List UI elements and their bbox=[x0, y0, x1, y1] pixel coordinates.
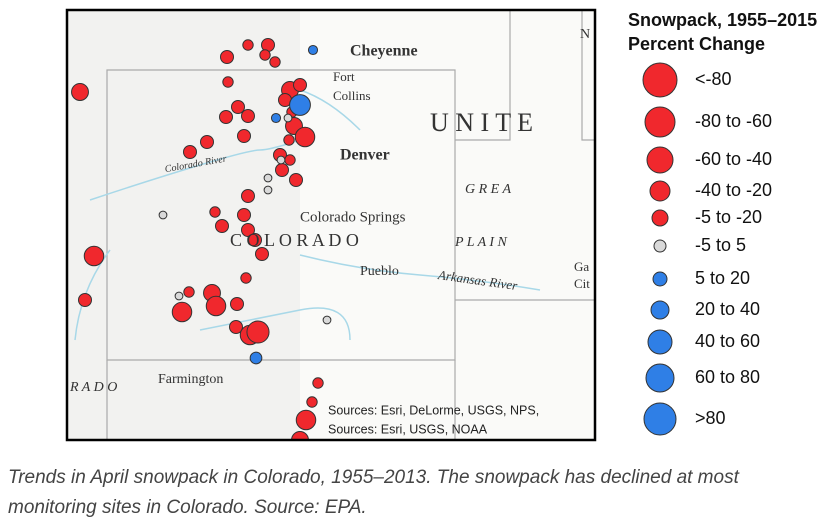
site-marker bbox=[241, 223, 255, 237]
site-marker bbox=[270, 112, 282, 124]
site-marker bbox=[249, 351, 263, 365]
map-label: U N I T E bbox=[430, 108, 533, 137]
site-marker bbox=[183, 145, 197, 159]
site-marker bbox=[255, 247, 269, 261]
caption: Trends in April snowpack in Colorado, 19… bbox=[8, 467, 739, 488]
map-label: Collins bbox=[333, 88, 371, 103]
legend-label: <-80 bbox=[695, 69, 732, 89]
site-marker bbox=[306, 396, 318, 408]
legend-marker bbox=[642, 62, 678, 98]
site-marker bbox=[215, 219, 229, 233]
legend-marker bbox=[647, 329, 673, 355]
site-marker bbox=[283, 113, 293, 123]
site-marker bbox=[174, 291, 184, 301]
site-marker bbox=[307, 44, 319, 56]
site-marker bbox=[78, 293, 92, 307]
legend-marker bbox=[644, 106, 676, 138]
site-marker bbox=[284, 154, 296, 166]
map-frame bbox=[65, 8, 597, 442]
site-marker bbox=[220, 50, 234, 64]
legend-label: 5 to 20 bbox=[695, 268, 750, 288]
site-marker bbox=[322, 315, 332, 325]
legend-label: -80 to -60 bbox=[695, 111, 772, 131]
site-marker bbox=[237, 129, 251, 143]
boundaries bbox=[106, 10, 595, 440]
legend-label: 60 to 80 bbox=[695, 367, 760, 387]
map-label: Colorado Springs bbox=[300, 209, 406, 225]
site-marker bbox=[241, 189, 255, 203]
legend: <-80 -80 to -60 -60 to -40 -40 to -20 -5 to … bbox=[642, 62, 772, 436]
legend-title: Snowpack, 1955–2015 bbox=[628, 10, 817, 30]
map: Cheyenne Fort Collins U N I T E Denver G… bbox=[67, 10, 595, 440]
legend-label: 20 to 40 bbox=[695, 299, 760, 319]
site-marker bbox=[231, 100, 245, 114]
site-marker bbox=[263, 173, 273, 183]
site-marker bbox=[240, 272, 252, 284]
plains-area bbox=[300, 10, 595, 440]
site-marker bbox=[219, 110, 233, 124]
site-marker bbox=[312, 377, 324, 389]
site-marker bbox=[237, 208, 251, 222]
site-marker bbox=[205, 295, 227, 317]
legend-label: -5 to -20 bbox=[695, 207, 762, 227]
map-label: Farmington bbox=[158, 372, 223, 387]
legend-label: -60 to -40 bbox=[695, 149, 772, 169]
site-marker bbox=[259, 49, 271, 61]
site-marker bbox=[242, 39, 254, 51]
site-marker bbox=[246, 320, 270, 344]
site-marker bbox=[289, 94, 311, 116]
site-marker bbox=[241, 109, 255, 123]
site-marker bbox=[183, 286, 195, 298]
legend-label: 40 to 60 bbox=[695, 331, 760, 351]
legend-marker bbox=[653, 239, 667, 253]
site-marker bbox=[158, 210, 168, 220]
legend-marker bbox=[652, 271, 668, 287]
map-label: Cit bbox=[574, 276, 590, 291]
map-label: Cheyenne bbox=[350, 43, 418, 60]
legend-marker bbox=[643, 402, 677, 436]
site-marker bbox=[200, 135, 214, 149]
site-marker bbox=[171, 301, 193, 323]
map-label: N bbox=[580, 27, 590, 42]
map-label: Pueblo bbox=[360, 264, 399, 279]
legend-marker bbox=[650, 300, 670, 320]
site-marker bbox=[263, 185, 273, 195]
legend-marker bbox=[649, 180, 671, 202]
site-marker bbox=[276, 155, 286, 165]
site-marker bbox=[283, 134, 295, 146]
site-marker bbox=[293, 78, 307, 92]
legend-marker bbox=[645, 363, 675, 393]
legend-marker bbox=[646, 146, 674, 174]
map-label: P L A I N bbox=[454, 235, 508, 250]
site-marker bbox=[275, 163, 289, 177]
map-label: Ga bbox=[574, 259, 589, 274]
caption: monitoring sites in Colorado. Source: EP… bbox=[8, 497, 367, 518]
legend-marker bbox=[651, 209, 669, 227]
legend-label: >80 bbox=[695, 408, 726, 428]
map-label: R A D O bbox=[69, 380, 117, 395]
site-marker bbox=[295, 409, 317, 431]
legend-label: -40 to -20 bbox=[695, 180, 772, 200]
source-text: Sources: Esri, USGS, NOAA bbox=[328, 422, 488, 436]
site-marker bbox=[294, 126, 316, 148]
site-marker bbox=[209, 206, 221, 218]
site-marker bbox=[222, 76, 234, 88]
figure: Cheyenne Fort Collins U N I T E Denver G… bbox=[65, 8, 817, 442]
rivers bbox=[74, 89, 541, 341]
legend-title: Percent Change bbox=[628, 34, 765, 54]
site-marker bbox=[269, 56, 281, 68]
site-marker bbox=[229, 320, 243, 334]
map-label: C O L O R A D O bbox=[230, 230, 359, 250]
source-text: Sources: Esri, DeLorme, USGS, NPS, bbox=[328, 403, 539, 417]
site-marker bbox=[230, 297, 244, 311]
map-label: G R E A bbox=[465, 182, 511, 197]
site-marker bbox=[289, 173, 303, 187]
site-marker bbox=[248, 233, 262, 247]
map-label: Denver bbox=[340, 147, 390, 164]
site-marker bbox=[71, 83, 89, 101]
legend-label: -5 to 5 bbox=[695, 235, 746, 255]
map-label: Fort bbox=[333, 69, 355, 84]
site-marker bbox=[83, 245, 105, 267]
